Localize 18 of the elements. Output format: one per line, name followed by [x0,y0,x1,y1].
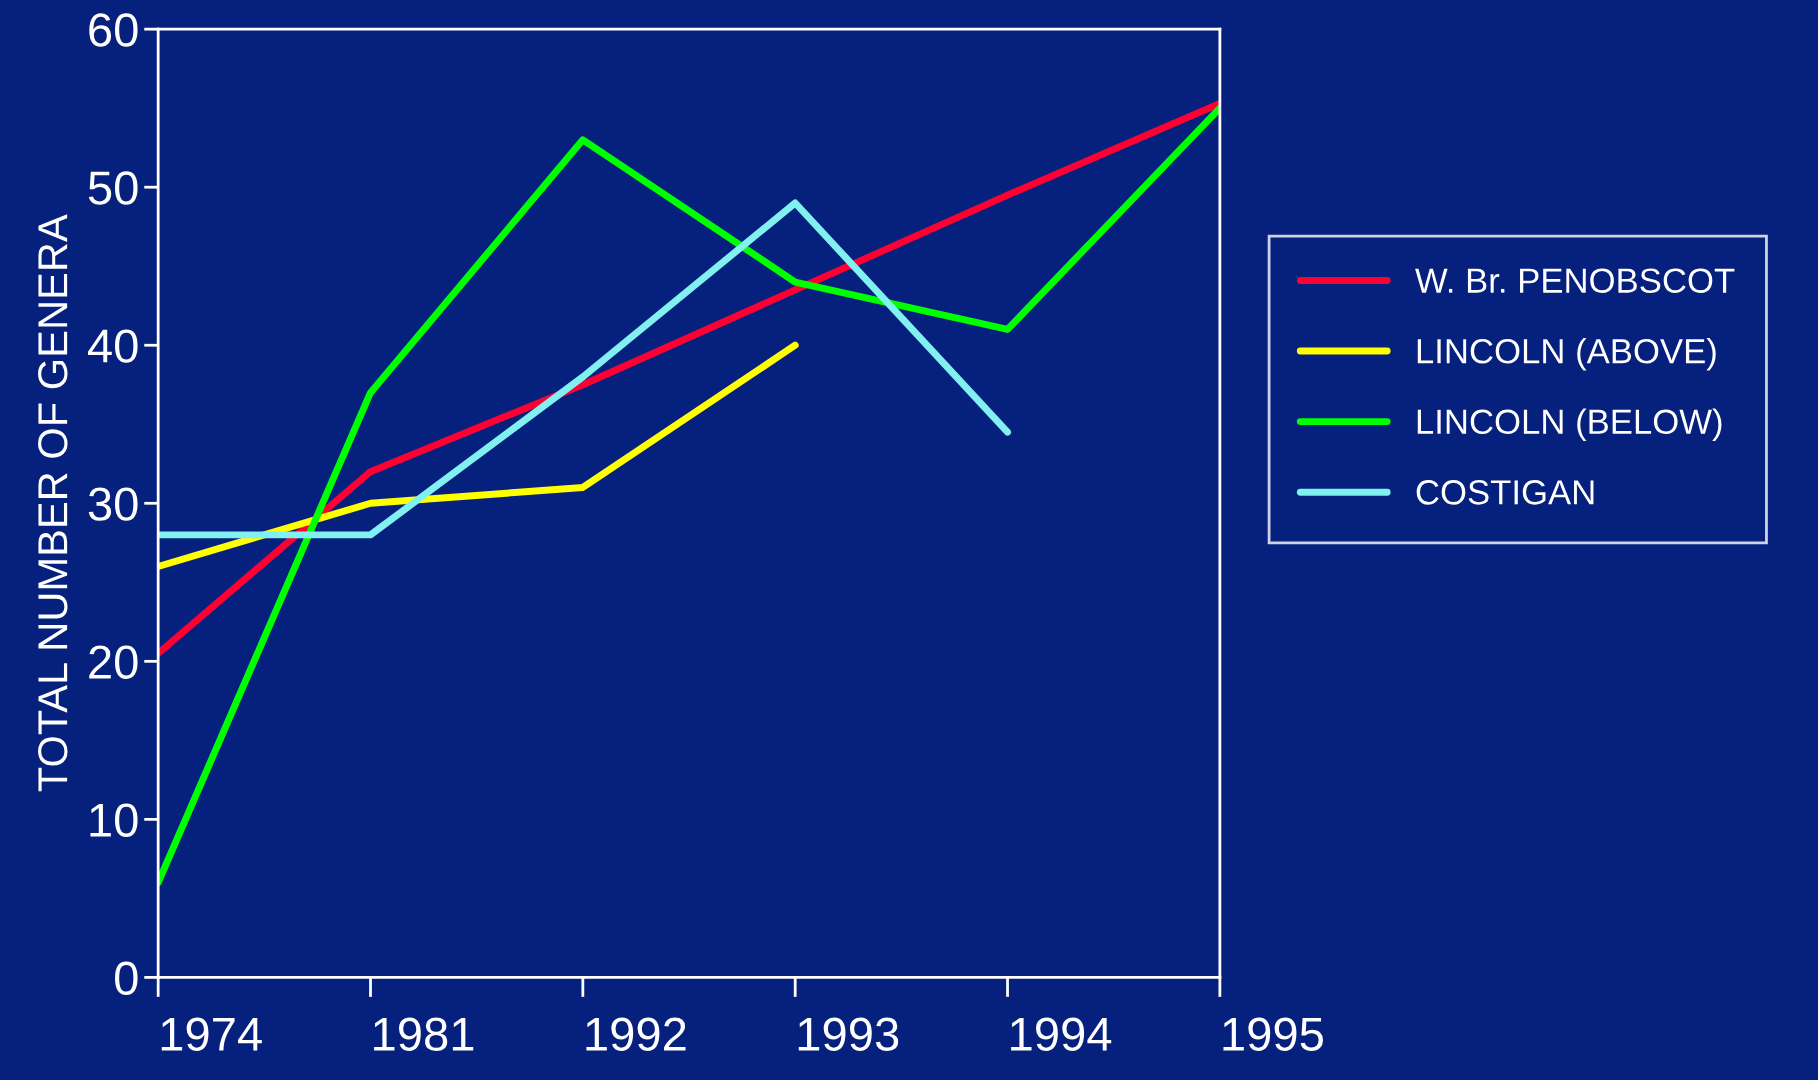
x-tick-label: 1981 [374,1017,474,1051]
y-tick-label: 30 [88,487,138,521]
y-tick-label: 20 [89,645,138,679]
x-tick-label: 1994 [1011,1017,1112,1051]
legend-label: LINCOLN (ABOVE) [1417,338,1716,371]
x-tick-label: 1992 [586,1017,686,1051]
y-tick-label: 0 [115,961,138,995]
y-tick-label: 50 [88,171,138,205]
x-tick-label: 1993 [798,1017,899,1051]
legend-label: COSTIGAN [1416,480,1594,505]
x-tick-label: 1995 [1223,1017,1323,1051]
y-tick-label: 10 [90,803,138,837]
legend-label: W. Br. PENOBSCOT [1415,268,1735,293]
legend-label: LINCOLN (BELOW) [1417,408,1722,441]
y-axis-title: TOTAL NUMBER OF GENERA [38,214,68,792]
y-tick-label: 60 [89,13,138,47]
y-tick-label: 40 [87,329,138,363]
x-tick-label: 1974 [161,1017,262,1051]
